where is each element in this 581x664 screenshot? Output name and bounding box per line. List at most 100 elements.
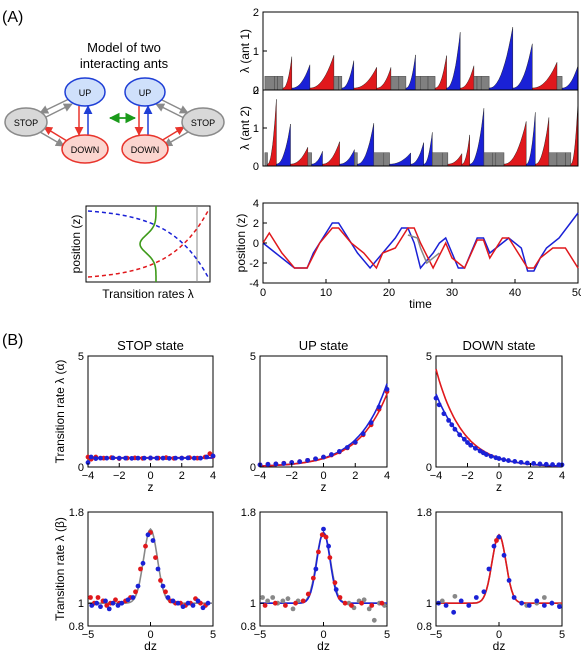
data-point-blue	[93, 456, 99, 461]
data-point-blue	[123, 455, 128, 461]
y-tick-label: 0	[253, 161, 259, 173]
data-point-blue	[195, 598, 201, 604]
stop-bar	[556, 76, 563, 91]
chart-title: STOP state	[117, 338, 184, 353]
data-point-blue	[557, 604, 562, 610]
stop-bar	[495, 152, 505, 167]
data-point-blue	[150, 538, 156, 543]
rate-ramp	[488, 26, 513, 91]
data-point-blue	[461, 436, 467, 442]
x-tick-label: −4	[430, 470, 443, 482]
stop-bar	[274, 76, 278, 91]
y-tick-label: 0	[78, 462, 84, 474]
data-point-red	[323, 534, 329, 540]
data-point-blue	[94, 600, 100, 606]
x-tick-label: 20	[383, 287, 395, 299]
data-point-blue	[534, 598, 540, 604]
y-tick-label: 0	[253, 238, 259, 250]
data-point-blue	[443, 603, 449, 608]
y-axis-label: λ (ant 2)	[238, 106, 252, 150]
down-state-node	[61, 134, 109, 164]
up-alpha-chart: −4 −2 0 2 4 0 5 z UP state	[250, 338, 390, 494]
data-point-blue	[313, 456, 318, 462]
plot-frame	[85, 205, 211, 283]
stop-bar	[338, 76, 343, 91]
panel-b-label: (B)	[2, 332, 23, 349]
data-point-gray	[290, 606, 296, 612]
data-point-gray	[439, 598, 445, 604]
data-point-red	[262, 603, 268, 608]
stop-bar	[264, 76, 275, 91]
panel-a-label: (A)	[2, 9, 23, 26]
x-tick-label: −2	[113, 470, 126, 482]
y-tick-label: -4	[249, 278, 259, 290]
data-point-blue	[336, 449, 342, 454]
x-axis-label: Transition rates λ	[102, 287, 194, 301]
rate-ramp	[311, 151, 323, 167]
y-tick-label: 1.8	[69, 507, 84, 519]
data-point-gray	[452, 593, 458, 599]
chart-title: UP state	[299, 338, 349, 353]
ant1-rates-chart: 0 1 2λ (ant 1)	[238, 7, 579, 97]
data-point-blue	[148, 455, 153, 461]
x-tick-label: −5	[254, 629, 267, 641]
fit-line-blue	[259, 383, 388, 467]
data-point-blue	[129, 455, 135, 461]
plot-frame	[87, 355, 214, 468]
data-point-blue	[506, 458, 511, 463]
x-tick-label: 40	[509, 287, 521, 299]
data-point-red	[153, 555, 158, 560]
data-point-blue	[289, 460, 295, 465]
data-point-gray	[260, 595, 265, 600]
y-tick-label: 1.8	[417, 507, 432, 519]
stop-alpha-chart: −4 −2 0 2 4 0 5 z STOP state Transition rate λ (α…	[53, 338, 216, 494]
rate-ramp	[291, 64, 311, 91]
data-point-red	[143, 543, 148, 549]
rate-ramp	[341, 60, 354, 91]
data-point-red	[342, 600, 348, 606]
x-axis-label: z	[321, 480, 327, 494]
ant1-state-graph: UP STOP DOWN	[4, 77, 109, 164]
data-point-blue	[457, 432, 463, 438]
stop-bar	[548, 152, 558, 167]
x-tick-label: 2	[527, 470, 533, 482]
data-point-blue	[360, 431, 366, 437]
data-point-blue	[506, 578, 512, 583]
rate-ramp	[410, 142, 424, 167]
y-tick-label: 5	[78, 351, 84, 363]
data-point-blue	[501, 457, 507, 463]
y-tick-label: 1	[78, 598, 84, 610]
stop-bar	[432, 152, 443, 167]
data-point-blue	[352, 439, 358, 445]
data-point-gray	[265, 598, 271, 604]
data-point-blue	[465, 440, 470, 445]
data-point-blue	[179, 455, 185, 461]
data-point-gray	[285, 596, 291, 602]
data-point-blue	[185, 600, 191, 606]
data-point-blue	[384, 386, 390, 392]
stop-bar	[415, 76, 421, 91]
x-tick-label: −2	[285, 470, 298, 482]
x-tick-label: 50	[572, 287, 581, 299]
rate-ramp	[434, 55, 447, 91]
stop-bar	[427, 76, 436, 91]
data-point-blue	[106, 606, 112, 612]
data-point-blue	[541, 603, 547, 608]
rate-ramp	[309, 55, 335, 91]
data-point-blue	[441, 411, 447, 417]
rate-ramp	[460, 65, 475, 91]
data-point-gray	[541, 595, 547, 600]
diagram-title-line2: interacting ants	[80, 56, 169, 71]
up-state-label: UP	[79, 88, 92, 98]
series-line-red	[262, 227, 579, 270]
data-point-blue	[88, 454, 94, 460]
x-axis-label: dz	[493, 639, 506, 653]
stop-bar	[476, 76, 482, 91]
stop-bar	[398, 76, 407, 91]
stop-state-node	[4, 107, 48, 137]
y-tick-label: 1	[426, 598, 432, 610]
y-tick-label: 0	[426, 462, 432, 474]
data-point-red	[319, 532, 325, 538]
data-point-red	[138, 566, 143, 572]
